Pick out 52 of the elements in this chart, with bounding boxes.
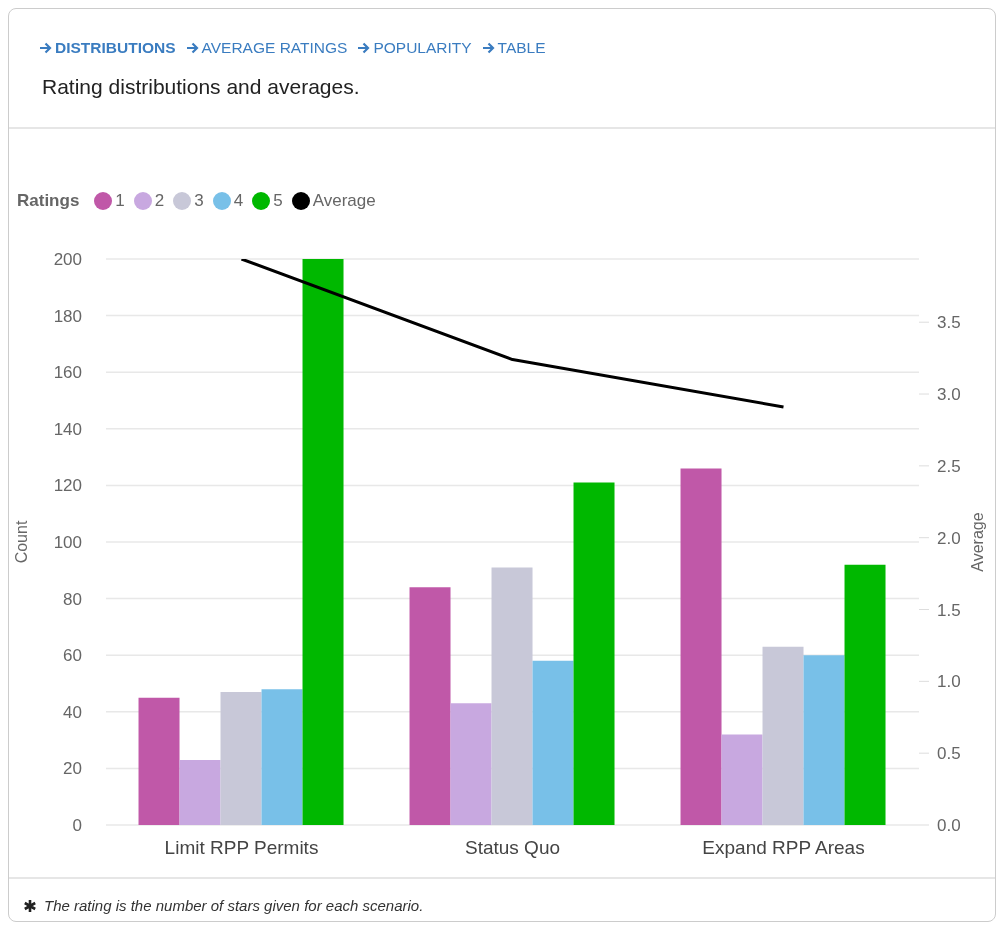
text: POPULARITY <box>372 39 472 57</box>
legend-title: Ratings <box>17 191 80 211</box>
bar <box>721 734 763 825</box>
legend-label: 1 <box>115 191 125 211</box>
bar <box>680 468 722 825</box>
text: TABLE <box>496 39 546 57</box>
bar <box>491 567 533 825</box>
x-tick-label: Status Quo <box>464 837 561 859</box>
legend-label: 2 <box>154 191 165 211</box>
y2-tick-label: 1.5 <box>937 600 961 620</box>
y-tick-label: 60 <box>63 646 82 666</box>
bar <box>220 691 262 825</box>
y2-tick-label: 1.0 <box>937 672 961 692</box>
text: DISTRIBUTIONS <box>54 39 176 57</box>
y2-tick-label: 0.5 <box>937 744 961 764</box>
bar <box>532 660 574 825</box>
y2-axis-title: Average <box>968 512 986 572</box>
bar <box>762 646 804 825</box>
legend-label: Average <box>312 191 376 211</box>
x-tick-label: Limit RPP Permits <box>164 837 319 859</box>
y-tick-label: 200 <box>53 250 82 270</box>
y-tick-label: 20 <box>63 759 82 779</box>
y-tick-label: 120 <box>53 476 82 496</box>
y2-tick-label: 2.0 <box>937 528 961 548</box>
legend-label: 4 <box>233 191 244 211</box>
y2-tick-label: 0.0 <box>937 816 961 836</box>
y2-tick-label: 3.5 <box>937 313 961 333</box>
chart-title: Rating distributions and averages. <box>42 75 360 99</box>
y-tick-label: 80 <box>63 589 82 609</box>
bar <box>179 759 221 825</box>
y2-tick-label: 3.0 <box>937 385 961 405</box>
y-tick-label: 160 <box>53 363 82 383</box>
y2-tick-label: 2.5 <box>937 456 961 476</box>
y-tick-label: 140 <box>53 419 82 439</box>
bar <box>261 689 303 825</box>
legend-label: 3 <box>194 191 204 211</box>
bar <box>573 482 615 825</box>
bar <box>844 564 886 825</box>
text: AVERAGE RATINGS <box>200 39 348 57</box>
x-tick-label: Expand RPP Areas <box>702 837 865 859</box>
y-axis-title: Count <box>12 520 30 564</box>
legend-label: 5 <box>273 191 283 211</box>
y-tick-label: 0 <box>72 816 82 836</box>
y-tick-label: 180 <box>53 306 82 326</box>
bar <box>803 655 845 825</box>
bar <box>409 587 451 825</box>
text: The rating is the number of stars given for each scenario. <box>44 897 424 914</box>
bar <box>138 697 180 825</box>
bar <box>302 259 344 825</box>
y-tick-label: 40 <box>63 702 82 722</box>
y-tick-label: 100 <box>53 533 82 553</box>
bar <box>450 703 492 825</box>
